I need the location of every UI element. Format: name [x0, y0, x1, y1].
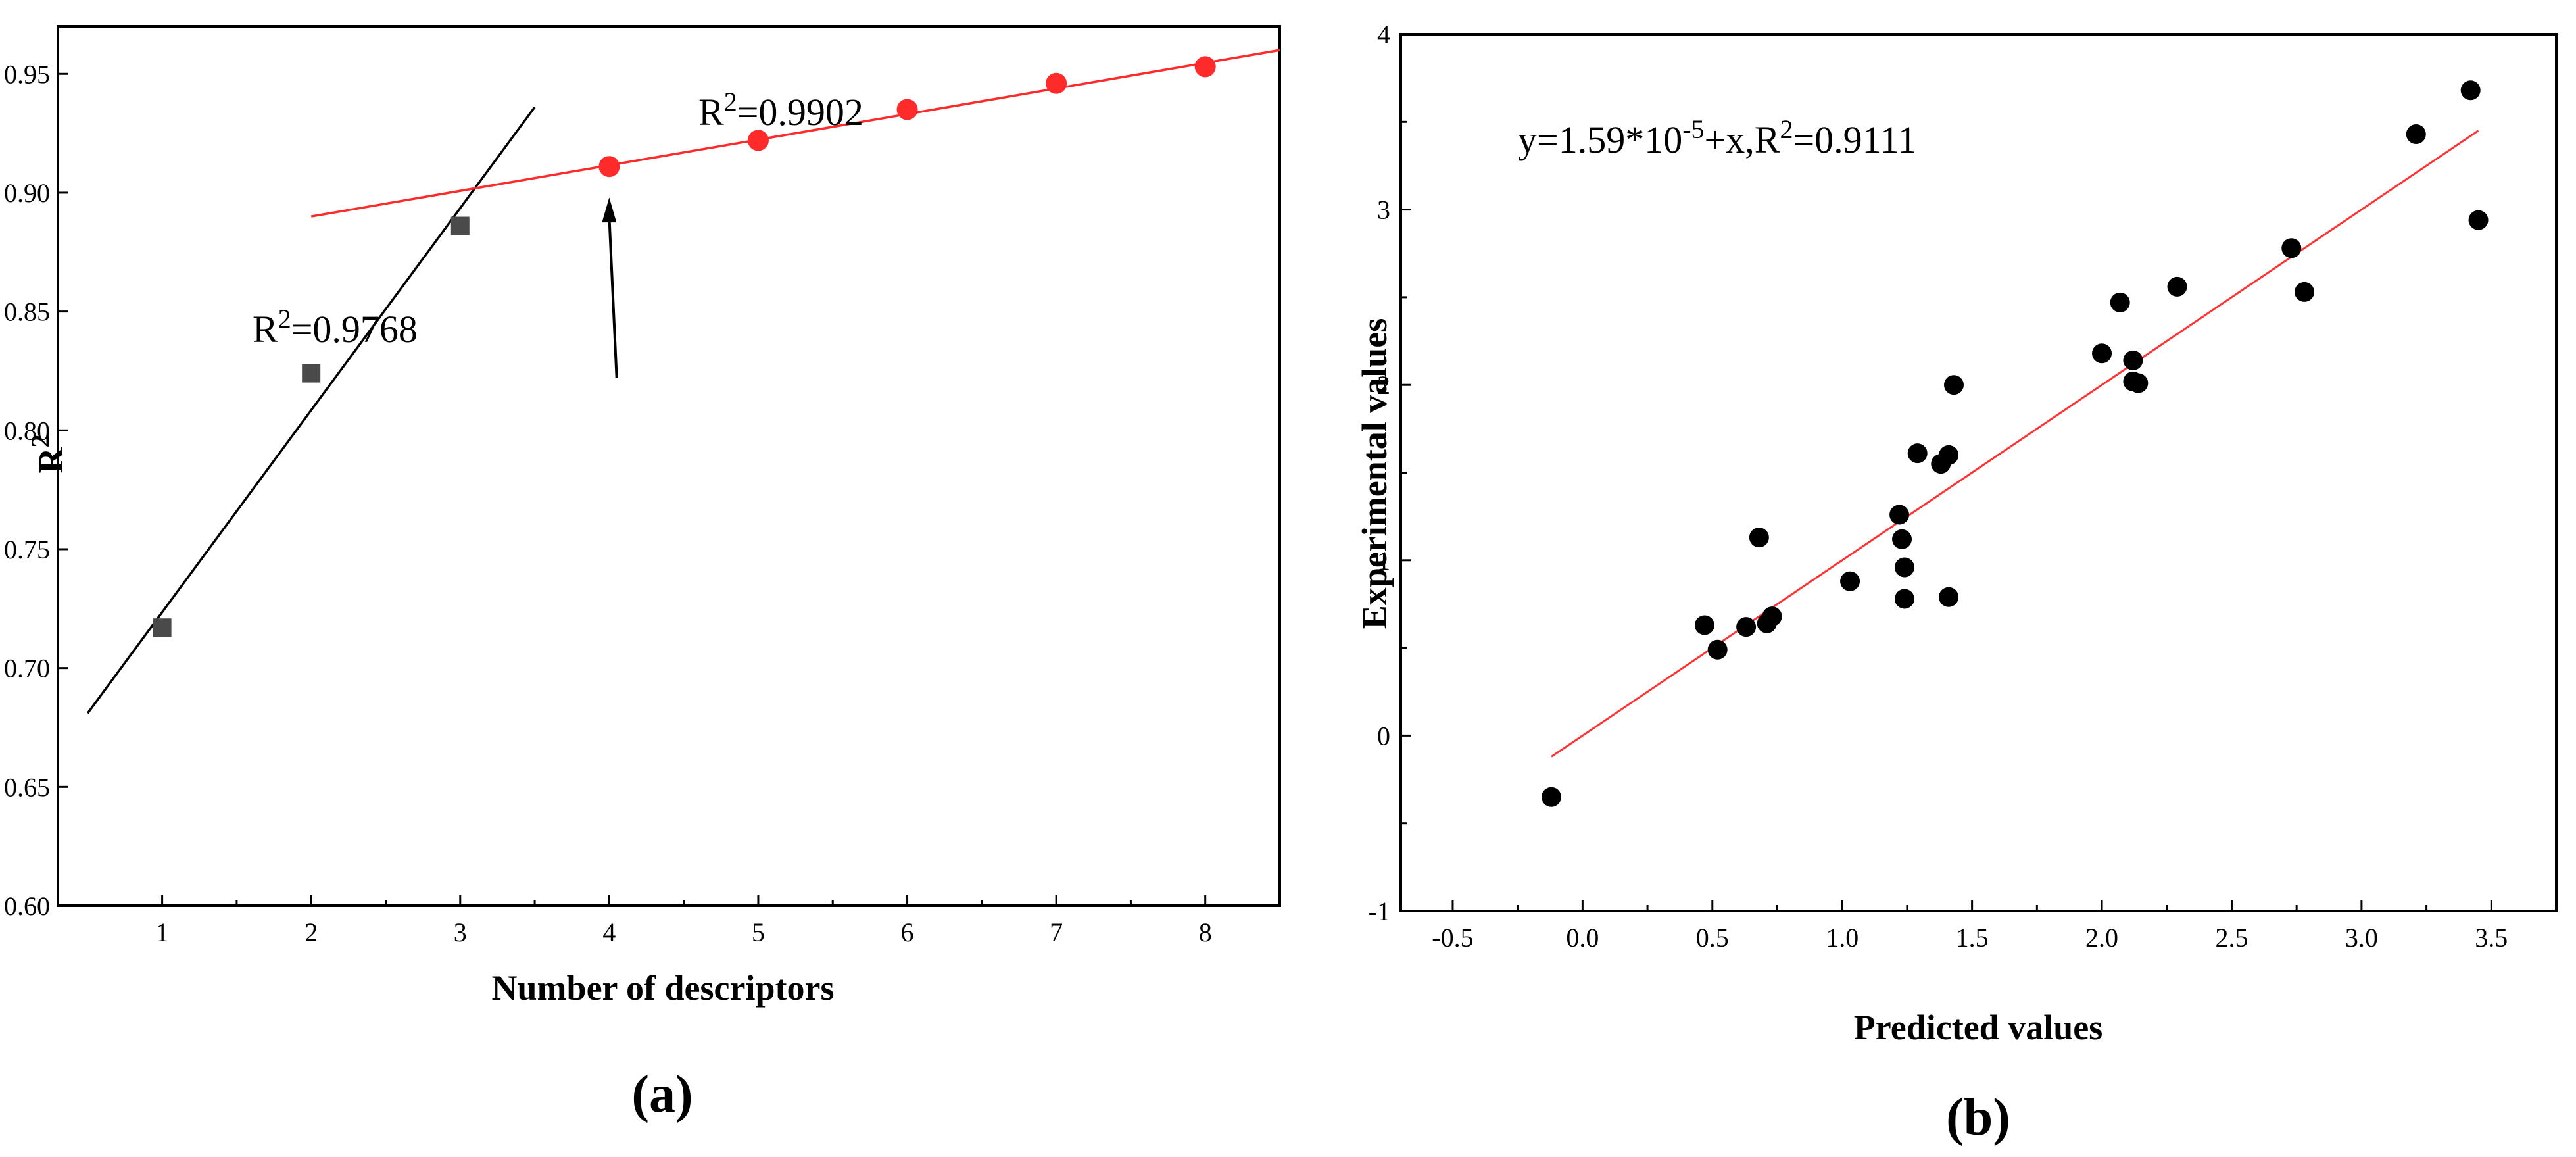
- panel-b-x-tick-label: 0.0: [1566, 923, 1599, 952]
- panel-b-point: [2110, 292, 2130, 312]
- panel-b-point: [1939, 445, 1959, 465]
- panel-a-point-square: [153, 618, 172, 637]
- panel-b-point: [1939, 587, 1959, 607]
- panel-a-x-tick-label: 5: [752, 918, 765, 947]
- panel-b-chart: -1 0 1 2 3 4 -0.5 0.0 0.5 1.0 1.5 2.0 2.5 3.0 3.5 y=1…: [1355, 20, 2558, 1146]
- panel-a-fit-line-1: [86, 106, 536, 714]
- panel-b-point: [1889, 505, 1910, 525]
- panel-b-fit-line: [1551, 130, 2479, 758]
- panel-b-point: [1894, 557, 1914, 578]
- panel-a-point-square: [450, 216, 470, 235]
- panel-b-x-tick-label: 2.0: [2085, 923, 2118, 952]
- panel-a-y-tick-label: 0.60: [4, 891, 50, 921]
- panel-b-x-tick-label: 1.5: [1956, 923, 1989, 952]
- panel-b-y-axis: -1 0 1 2 3 4: [1369, 20, 1411, 926]
- panel-b-label: (b): [1946, 1089, 2010, 1146]
- panel-a-x-tick-label: 3: [454, 918, 467, 947]
- panel-b-point: [1840, 571, 1860, 591]
- panel-a-point-circle: [1046, 72, 1067, 94]
- panel-a-arrow: [602, 197, 618, 378]
- panel-b-point: [2281, 238, 2302, 258]
- panel-b-x-tick-label: 3.5: [2475, 923, 2508, 952]
- panel-a-y-tick-label: 0.70: [4, 654, 50, 683]
- panel-a-x-tick-label: 2: [304, 918, 318, 947]
- panel-b-point: [1694, 615, 1714, 635]
- panel-a-label: (a): [631, 1066, 693, 1123]
- panel-b-point: [1943, 375, 1964, 395]
- panel-b-point: [1749, 528, 1769, 548]
- panel-a-point-square: [302, 364, 321, 383]
- panel-a-point-circle: [747, 130, 769, 151]
- panel-b-point: [2167, 276, 2187, 297]
- panel-b-x-tick-label: 2.5: [2215, 923, 2248, 952]
- panel-b-y-tick-label: 3: [1377, 195, 1390, 225]
- panel-b-plot-frame: [1399, 33, 2558, 912]
- panel-b-point: [1707, 639, 1728, 660]
- panel-b-y-axis-title: Experimental values: [1355, 318, 1394, 629]
- panel-a-y-tick-label: 0.95: [4, 59, 50, 89]
- panel-b-point: [2123, 350, 2143, 370]
- panel-b-point: [1736, 617, 1757, 637]
- panel-a-chart: 0.60 0.65 0.70 0.75 0.80 0.85 0.90 0.95 1 2 3 4 5 6 7…: [4, 25, 1281, 1123]
- panel-a-y-tick-label: 0.80: [4, 416, 50, 445]
- panel-a-y-tick-label: 0.75: [4, 535, 50, 564]
- panel-b-y-tick-label: 2: [1377, 370, 1390, 400]
- panel-b-x-tick-label: -0.5: [1432, 923, 1473, 952]
- panel-b-point: [1762, 606, 1782, 627]
- panel-a-point-circle: [896, 99, 918, 120]
- panel-a-point-circle: [1194, 56, 1216, 78]
- panel-b-point: [2468, 210, 2489, 230]
- panel-b-x-tick-label: 1.0: [1826, 923, 1859, 952]
- panel-b-point: [2460, 80, 2481, 101]
- panel-b-point: [2128, 373, 2149, 393]
- panel-b-point: [2295, 282, 2315, 302]
- panel-a-x-tick-label: 7: [1050, 918, 1063, 947]
- panel-b-y-tick-label: 1: [1377, 546, 1390, 576]
- panel-b-y-tick-label: -1: [1369, 897, 1390, 926]
- panel-a-x-axis: 1 2 3 4 5 6 7 8: [156, 895, 1212, 947]
- panel-b-point: [1892, 529, 1912, 549]
- panel-a-fit-annotation-2: R2=0.9902: [698, 87, 863, 134]
- panel-a-y-axis-title: R2: [26, 435, 70, 474]
- panel-a-x-tick-label: 8: [1199, 918, 1212, 947]
- panel-a-arrow-head: [602, 197, 617, 223]
- panel-a-y-tick-label: 0.85: [4, 297, 50, 327]
- panel-a-point-circle: [598, 156, 620, 178]
- panel-b-point: [2406, 124, 2426, 144]
- panel-a-y-axis: 0.60 0.65 0.70 0.75 0.80 0.85 0.90 0.95: [4, 59, 68, 921]
- panel-a-data-points: [153, 56, 1216, 637]
- panel-a-plot-frame: [57, 25, 1281, 907]
- panel-a-fit-annotation-1: R2=0.9768: [253, 304, 418, 351]
- panel-b-point: [1542, 787, 1562, 807]
- panel-a-arrow-shaft: [608, 217, 618, 378]
- panel-b-x-axis-title: Predicted values: [1854, 1008, 2102, 1047]
- panel-a-x-tick-label: 6: [901, 918, 914, 947]
- panel-b-x-tick-label: 0.5: [1696, 923, 1729, 952]
- panel-b-x-axis: -0.5 0.0 0.5 1.0 1.5 2.0 2.5 3.0 3.5: [1432, 900, 2508, 952]
- panel-a-fit-lines: [86, 49, 1280, 714]
- panel-b-point: [1894, 589, 1914, 609]
- panel-b-y-tick-label: 0: [1377, 721, 1390, 751]
- panel-b-regression-annotation: y=1.59*10-5+x,R2=0.9111: [1518, 114, 1916, 161]
- panel-b-y-tick-label: 4: [1377, 20, 1390, 49]
- panel-b-point: [1907, 443, 1928, 464]
- panel-a-y-tick-label: 0.90: [4, 178, 50, 208]
- panel-a-x-tick-label: 4: [602, 918, 616, 947]
- panel-b-x-tick-label: 3.0: [2345, 923, 2378, 952]
- panel-b-data-points: [1542, 80, 2489, 807]
- panel-a-x-tick-label: 1: [156, 918, 169, 947]
- panel-a-x-axis-title: Number of descriptors: [492, 968, 835, 1008]
- panel-a-fit-line-2: [310, 49, 1280, 218]
- panel-b-point: [2092, 343, 2112, 364]
- panel-b-regression-line: [1551, 130, 2479, 758]
- panel-a-y-tick-label: 0.65: [4, 772, 50, 802]
